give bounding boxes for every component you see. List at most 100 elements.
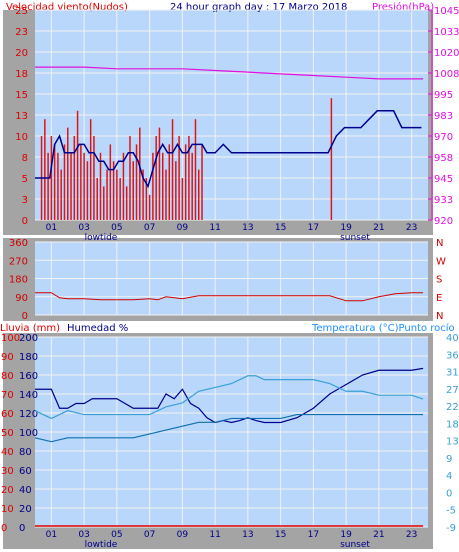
x-tick-label-top: 21	[373, 223, 384, 233]
rain-tick-label: 50	[1, 428, 14, 439]
pressure-tick-label: 983	[434, 111, 453, 122]
x-tick-label-bottom: 01	[46, 530, 57, 540]
x-tick-label-top: 01	[46, 223, 57, 233]
humidity-axis-label: Humedad %	[67, 323, 128, 334]
x-tick-label-bottom: 15	[275, 530, 286, 540]
data-series	[34, 66, 424, 527]
temperature-tick-label: 9	[446, 454, 452, 465]
dew-point-line	[34, 413, 424, 443]
wind-tick-label: 15	[15, 90, 28, 101]
wind-tick-label: 23	[15, 27, 28, 38]
humidity-tick-label: 160	[19, 371, 38, 382]
direction-tick-label: 360	[9, 238, 28, 249]
pressure-tick-label: 958	[434, 153, 453, 164]
temperature-tick-label: 40	[446, 333, 459, 344]
x-axis-labels: 01 01 03 03 05 05 07 07 09 09 11 11 13 13 15 15 17 17 19 19…	[46, 223, 418, 550]
compass-label: N	[436, 238, 443, 249]
direction-tick-label: 270	[9, 256, 28, 267]
wind-tick-label: 8	[22, 153, 28, 164]
humidity-tick-label: 120	[19, 409, 38, 420]
wind-tick-label: 10	[15, 132, 28, 143]
humidity-tick-label: 40	[19, 485, 32, 496]
tick-labels: 0358101315182023259209339459589709839951…	[1, 6, 459, 534]
direction-tick-label: 90	[15, 293, 28, 304]
pressure-tick-label: 945	[434, 174, 453, 185]
pressure-tick-label: 1020	[434, 48, 459, 59]
pressure-tick-label: 1008	[434, 69, 459, 80]
temperature-tick-label: 0	[446, 488, 452, 499]
pressure-axis-label: Presión(hPa)	[372, 1, 434, 13]
x-tick-label-bottom: 09	[177, 530, 189, 540]
x-tick-label-top: 05	[111, 223, 122, 233]
pressure-tick-label: 1045	[434, 6, 459, 17]
rain-tick-label: 80	[1, 371, 14, 382]
lowtide-marker-top: lowtide	[85, 233, 118, 243]
temperature-tick-label: 31	[446, 368, 459, 379]
temperature-tick-label: 18	[446, 419, 459, 430]
humidity-tick-label: 60	[19, 466, 32, 477]
x-tick-label-bottom: 13	[242, 530, 253, 540]
humidity-tick-label: 0	[19, 523, 25, 534]
pressure-line	[35, 66, 424, 80]
compass-label: S	[436, 275, 442, 286]
sunset-marker-bottom: sunset	[340, 540, 370, 550]
wind-tick-label: 25	[15, 6, 28, 17]
temperature-tick-label: -5	[446, 506, 456, 517]
x-tick-label-top: 17	[308, 223, 319, 233]
pressure-tick-label: 933	[434, 195, 453, 206]
wind-direction-line	[35, 292, 424, 302]
rain-tick-label: 40	[1, 447, 14, 458]
x-tick-label-top: 13	[242, 223, 253, 233]
x-tick-label-bottom: 07	[144, 530, 155, 540]
temperature-tick-label: 13	[446, 437, 459, 448]
x-tick-label-bottom: 05	[111, 530, 122, 540]
x-tick-label-top: 09	[177, 223, 189, 233]
rain-tick-label: 20	[1, 485, 14, 496]
humidity-tick-label: 200	[19, 333, 38, 344]
grid-lines	[35, 9, 428, 528]
rain-tick-label: 100	[1, 333, 20, 344]
temperature-tick-label: 4	[446, 471, 452, 482]
humidity-line	[35, 367, 424, 424]
x-tick-label-top: 19	[340, 223, 352, 233]
temperature-tick-label: 36	[446, 350, 459, 361]
pressure-tick-label: 970	[434, 132, 453, 143]
wind-tick-label: 5	[22, 174, 28, 185]
temperature-tick-label: 27	[446, 385, 459, 396]
pressure-tick-label: 1033	[434, 27, 459, 38]
x-tick-label-bottom: 11	[209, 530, 220, 540]
sunset-marker-top: sunset	[340, 233, 370, 243]
temperature-axis-label: Temperatura (°C)Punto rocío	[311, 322, 455, 334]
wind-tick-label: 18	[15, 69, 28, 80]
rain-tick-label: 0	[1, 523, 7, 534]
x-tick-label-bottom: 19	[340, 530, 352, 540]
humidity-tick-label: 80	[19, 447, 32, 458]
x-tick-label-top: 23	[406, 223, 417, 233]
x-tick-label-bottom: 03	[78, 530, 89, 540]
humidity-tick-label: 100	[19, 428, 38, 439]
lowtide-marker-bottom: lowtide	[85, 540, 118, 550]
wind-axis-label: Velocidad viento(Nudos)	[6, 2, 128, 13]
rain-tick-label: 90	[1, 352, 14, 363]
x-tick-label-bottom: 21	[373, 530, 384, 540]
x-tick-label-top: 03	[78, 223, 89, 233]
x-tick-label-bottom: 17	[308, 530, 319, 540]
humidity-tick-label: 140	[19, 390, 38, 401]
x-tick-label-top: 15	[275, 223, 286, 233]
rain-tick-label: 70	[1, 390, 14, 401]
wind-tick-label: 13	[15, 111, 28, 122]
pressure-tick-label: 995	[434, 90, 453, 101]
humidity-tick-label: 20	[19, 504, 32, 515]
compass-label: E	[436, 293, 442, 304]
rain-tick-label: 30	[1, 466, 14, 477]
temperature-tick-label: 22	[446, 402, 459, 413]
x-tick-label-top: 11	[209, 223, 220, 233]
rain-tick-label: 10	[1, 504, 14, 515]
rain-tick-label: 60	[1, 409, 14, 420]
x-tick-label-top: 07	[144, 223, 155, 233]
compass-label: N	[436, 311, 443, 322]
temperature-tick-label: -9	[446, 523, 456, 534]
direction-tick-label: 180	[9, 275, 28, 286]
pressure-tick-label: 920	[434, 216, 453, 227]
